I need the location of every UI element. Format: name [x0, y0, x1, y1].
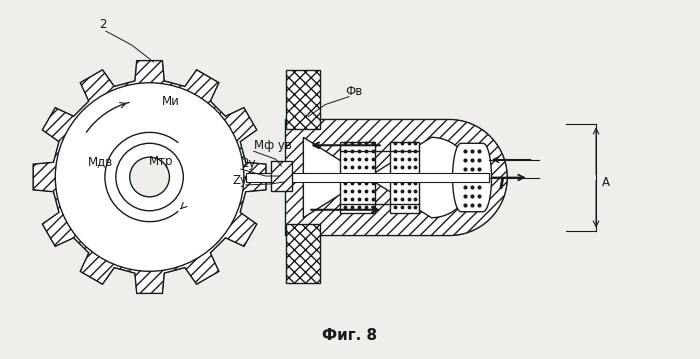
Text: Фв: Фв: [345, 85, 363, 98]
Text: Ми: Ми: [162, 94, 179, 108]
Polygon shape: [453, 143, 491, 212]
Text: Zу: Zу: [233, 174, 248, 187]
Polygon shape: [286, 70, 320, 129]
Text: Мф ув: Мф ув: [254, 139, 292, 152]
Text: 2у: 2у: [241, 157, 256, 170]
Text: I: I: [499, 177, 505, 192]
Polygon shape: [271, 161, 293, 191]
Polygon shape: [246, 173, 489, 182]
Circle shape: [116, 143, 183, 211]
Text: A: A: [602, 176, 610, 189]
Text: 2: 2: [99, 18, 106, 31]
Text: Фиг. 8: Фиг. 8: [323, 328, 377, 343]
Text: Мтр: Мтр: [148, 155, 173, 168]
Text: Мдв: Мдв: [88, 155, 113, 168]
Polygon shape: [390, 142, 419, 213]
Polygon shape: [303, 137, 472, 218]
Polygon shape: [340, 142, 374, 213]
Circle shape: [55, 83, 244, 271]
Polygon shape: [286, 224, 320, 283]
Polygon shape: [33, 61, 266, 293]
Circle shape: [130, 157, 169, 197]
Polygon shape: [286, 120, 508, 236]
